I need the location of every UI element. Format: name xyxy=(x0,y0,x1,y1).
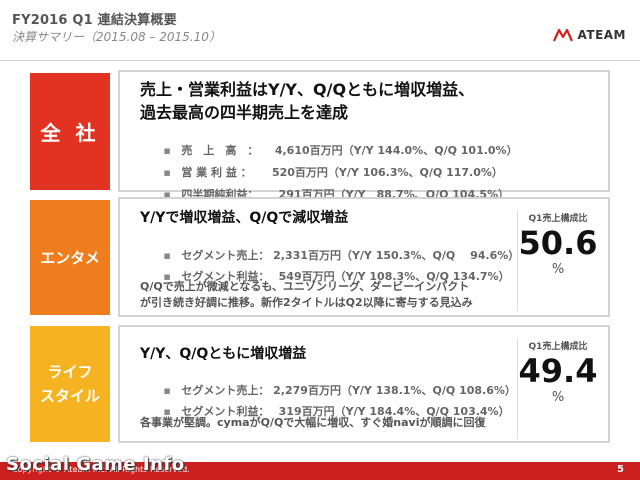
bullet-icon: ▪ xyxy=(163,270,171,283)
entame-row-sales: ▪ セグメント売上： 2,331百万円（Y/Y 150.3%、Q/Q 94.6%） xyxy=(148,234,519,276)
entame-summary-panel: Y/Yで増収増益、Q/Qで減収増益 ▪ セグメント売上： 2,331百万円（Y/Y… xyxy=(118,197,610,317)
section-label-entame: エンタメ xyxy=(30,200,110,315)
lifestyle-row-sales: ▪ セグメント売上： 2,279百万円（Y/Y 138.1%、Q/Q 108.6%… xyxy=(148,369,516,411)
lifestyle-row-sales-text: セグメント売上： 2,279百万円（Y/Y 138.1%、Q/Q 108.6%） xyxy=(181,384,516,397)
page-number: 5 xyxy=(617,464,624,475)
bullet-icon: ▪ xyxy=(163,188,171,201)
entame-row-profit: ▪ セグメント利益： 549百万円（Y/Y 108.3%、Q/Q 134.7%） xyxy=(148,255,510,297)
entame-ratio-unit: % xyxy=(551,262,565,277)
entame-row-sales-text: セグメント売上： 2,331百万円（Y/Y 150.3%、Q/Q 94.6%） xyxy=(181,249,520,262)
logo-text: ATEAM xyxy=(577,28,626,42)
bullet-icon: ▪ xyxy=(163,166,171,179)
ateam-mark-icon xyxy=(552,28,573,42)
entame-revenue-ratio: Q1売上構成比 50.6 % xyxy=(517,211,598,311)
slide-title: FY2016 Q1 連結決算概要 xyxy=(12,13,177,28)
copyright-text: Copyright © Ateam Inc. All Rights Reserv… xyxy=(12,465,190,474)
entame-ratio-value: 50.6 xyxy=(518,224,598,262)
entame-note-line2: が引き続き好調に推移。新作2タイトルはQ2以降に寄与する見込み xyxy=(140,296,473,309)
entame-row-profit-text: セグメント利益： 549百万円（Y/Y 108.3%、Q/Q 134.7%） xyxy=(181,270,510,283)
entame-note-line1: Q/Qで売上が微減となるも、ユニゾンリーグ、ダービーインパクト xyxy=(140,280,470,293)
bullet-icon: ▪ xyxy=(163,249,171,262)
lifestyle-ratio-unit: % xyxy=(551,390,565,405)
slide-subtitle: 決算サマリー（2015.08 – 2015.10） xyxy=(12,30,221,44)
bullet-icon: ▪ xyxy=(163,144,171,157)
lifestyle-note: 各事業が堅調。cymaがQ/Qで大幅に増収、すぐ婚naviが順調に回復 xyxy=(140,416,486,429)
company-row-operating-profit-text: 営 業 利 益 ： 520百万円（Y/Y 106.3%、Q/Q 117.0%） xyxy=(181,166,503,179)
company-row-sales: ▪ 売 上 高 ： 4,610百万円（Y/Y 144.0%、Q/Q 101.0%） xyxy=(148,129,518,171)
company-summary-panel: 売上・営業利益はY/Y、Q/Qともに増収増益、 過去最高の四半期売上を達成 ▪ 売… xyxy=(118,70,610,201)
bullet-icon: ▪ xyxy=(163,384,171,397)
company-row-operating-profit: ▪ 営 業 利 益 ： 520百万円（Y/Y 106.3%、Q/Q 117.0%） xyxy=(148,151,503,193)
lifestyle-summary-panel: Y/Y、Q/Qともに増収増益 ▪ セグメント売上： 2,279百万円（Y/Y 13… xyxy=(118,325,610,443)
section-label-company-text: 全 社 xyxy=(40,121,100,145)
lifestyle-revenue-ratio: Q1売上構成比 49.4 % xyxy=(517,339,598,439)
section-label-lifestyle-line2: スタイル xyxy=(39,387,100,405)
entame-headline: Y/Yで増収増益、Q/Qで減収増益 xyxy=(140,210,349,226)
section-label-entame-text: エンタメ xyxy=(40,249,100,267)
company-headline-line1: 売上・営業利益はY/Y、Q/Qともに増収増益、 xyxy=(140,80,475,99)
lifestyle-headline: Y/Y、Q/Qともに増収増益 xyxy=(140,346,307,362)
bullet-icon: ▪ xyxy=(163,405,171,418)
lifestyle-row-profit: ▪ セグメント利益： 319百万円（Y/Y 184.4%、Q/Q 103.4%） xyxy=(148,390,510,432)
watermark-text: Social Game Info xyxy=(6,454,185,475)
entame-ratio-label: Q1売上構成比 xyxy=(528,214,588,224)
lifestyle-ratio-label: Q1売上構成比 xyxy=(528,342,588,352)
section-label-lifestyle: ライフ スタイル xyxy=(30,326,110,442)
section-label-company: 全 社 xyxy=(30,73,110,190)
lifestyle-row-profit-text: セグメント利益： 319百万円（Y/Y 184.4%、Q/Q 103.4%） xyxy=(181,405,510,418)
company-headline-line2: 過去最高の四半期売上を達成 xyxy=(140,103,349,122)
footer-bar xyxy=(0,462,640,480)
company-row-sales-text: 売 上 高 ： 4,610百万円（Y/Y 144.0%、Q/Q 101.0%） xyxy=(181,144,518,157)
lifestyle-ratio-value: 49.4 xyxy=(518,352,598,390)
section-label-lifestyle-line1: ライフ xyxy=(47,363,93,381)
company-logo: ATEAM xyxy=(552,28,626,42)
header-divider xyxy=(0,60,640,61)
